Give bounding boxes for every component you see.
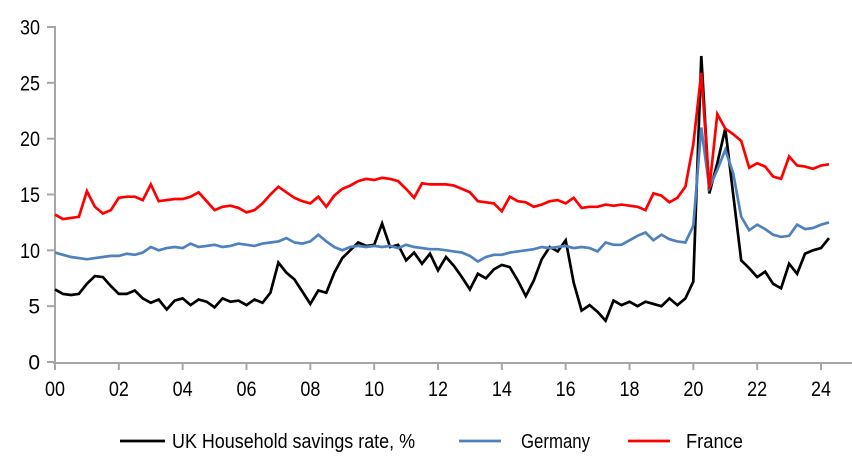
x-axis-tick-label: 00 xyxy=(45,378,65,401)
x-axis-tick-label: 14 xyxy=(492,378,512,401)
y-axis-tick-label: 10 xyxy=(20,240,40,263)
x-axis-tick-label: 08 xyxy=(300,378,320,401)
x-axis-tick-label: 06 xyxy=(237,378,257,401)
y-axis-tick-label: 0 xyxy=(28,352,40,375)
x-axis-tick-label: 04 xyxy=(173,378,193,401)
series-line-germany xyxy=(54,127,830,264)
x-axis-tick-label: 18 xyxy=(620,378,640,401)
series-line-france xyxy=(54,72,830,221)
y-axis-tick-label: 25 xyxy=(20,72,40,95)
x-axis-tick-label: 20 xyxy=(683,378,703,401)
legend-label-germany: Germany xyxy=(521,431,590,453)
legend-label-france: France xyxy=(686,431,743,453)
x-axis-tick-label: 24 xyxy=(811,378,831,401)
y-axis-tick-label: 15 xyxy=(20,184,40,207)
x-axis-tick-label: 10 xyxy=(364,378,384,401)
x-axis-tick-label: 12 xyxy=(428,378,448,401)
x-axis-tick-label: 02 xyxy=(109,378,129,401)
legend-label-uk: UK Household savings rate, % xyxy=(172,431,415,453)
x-axis-tick-label: 16 xyxy=(556,378,576,401)
series-line-uk xyxy=(54,55,831,324)
y-axis-tick-label: 5 xyxy=(28,296,40,319)
y-axis-tick-label: 20 xyxy=(20,128,40,151)
x-axis-tick-label: 22 xyxy=(747,378,767,401)
y-axis-tick-label: 30 xyxy=(20,17,40,40)
